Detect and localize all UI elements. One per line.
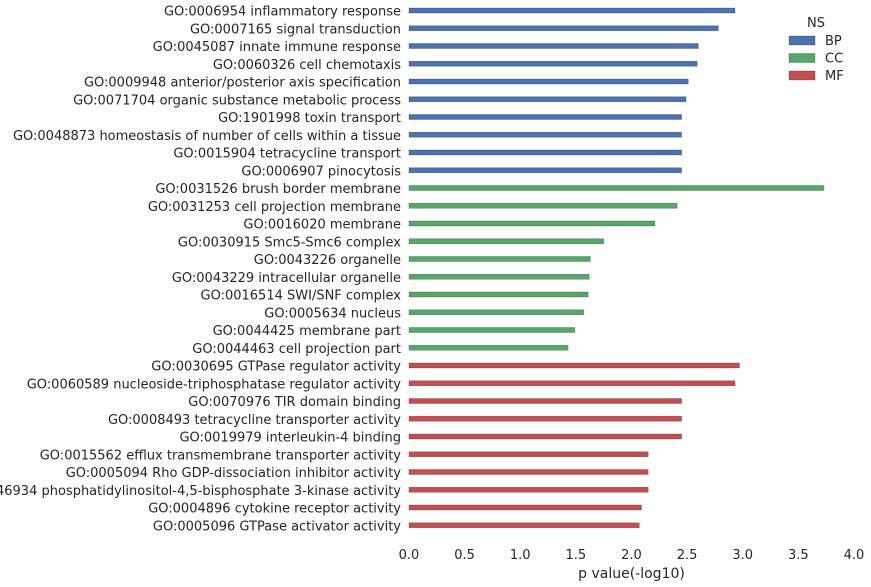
x-axis-ticks: 0.0 0.5 1.0 1.5 2.0 2.5 3.0 3.5 4.0 xyxy=(399,548,865,563)
x-tick-label: 1.0 xyxy=(510,548,531,563)
bar-cc xyxy=(408,256,591,262)
category-label: GO:0019979 interleukin-4 binding xyxy=(179,431,401,446)
category-label: GO:0005634 nucleus xyxy=(264,306,401,321)
bars-group xyxy=(408,7,825,529)
legend-label-mf: MF xyxy=(825,69,844,84)
bar-mf xyxy=(408,415,682,422)
x-tick-label: 3.5 xyxy=(788,548,809,563)
x-tick-label: 4.0 xyxy=(844,548,865,563)
bar-bp xyxy=(408,114,682,120)
bar-mf xyxy=(408,486,649,493)
bar-cc xyxy=(408,344,569,351)
x-tick-label: 0.0 xyxy=(399,548,420,563)
bar-cc xyxy=(408,273,590,280)
category-label: GO:0031526 brush border membrane xyxy=(155,182,401,197)
bar-mf xyxy=(408,469,649,475)
bar-bp xyxy=(408,7,736,14)
category-labels: GO:0006954 inflammatory response GO:00071… xyxy=(0,5,401,535)
bar-mf xyxy=(408,451,649,458)
bar-mf xyxy=(408,504,642,511)
category-label: GO:0005096 GTPase activator activity xyxy=(153,519,401,534)
category-label: GO:0006907 pinocytosis xyxy=(241,164,401,179)
legend-label-cc: CC xyxy=(825,52,843,67)
category-label: GO:0030695 GTPase regulator activity xyxy=(151,360,401,375)
category-label: GO:0048873 homeostasis of number of cell… xyxy=(13,129,401,144)
legend-title: NS xyxy=(807,16,825,31)
legend-swatch-bp xyxy=(788,35,816,46)
legend-label-bp: BP xyxy=(825,34,842,49)
bar-bp xyxy=(408,149,682,156)
category-label: GO:0008493 tetracycline transporter acti… xyxy=(108,413,401,428)
category-label: GO:0044425 membrane part xyxy=(213,324,401,339)
x-tick-label: 2.5 xyxy=(677,548,698,563)
category-label: GO:0043229 intracellular organelle xyxy=(172,271,401,286)
bar-cc xyxy=(408,291,589,298)
bar-mf xyxy=(408,522,640,529)
category-label: GO:0046934 phosphatidylinositol-4,5-bisp… xyxy=(0,484,401,499)
category-label: GO:0016514 SWI/SNF complex xyxy=(201,289,402,304)
bar-cc xyxy=(408,238,604,245)
x-axis-title: p value(-log10) xyxy=(578,566,685,582)
category-label: GO:0006954 inflammatory response xyxy=(164,5,401,20)
bar-cc xyxy=(408,327,576,333)
bar-mf xyxy=(408,380,736,387)
bar-bp xyxy=(408,43,699,49)
bar-bp xyxy=(408,131,682,138)
bar-bp xyxy=(408,78,689,85)
bar-mf xyxy=(408,433,682,440)
category-label: GO:0004896 cytokine receptor activity xyxy=(148,502,401,517)
x-tick-label: 0.5 xyxy=(454,548,475,563)
category-label: GO:0016020 membrane xyxy=(243,218,401,233)
category-label: GO:0015562 efflux transmembrane transpor… xyxy=(40,448,402,463)
bar-mf xyxy=(408,362,740,369)
bar-bp xyxy=(408,25,719,32)
x-tick-label: 2.0 xyxy=(621,548,642,563)
category-label: GO:0060589 nucleoside-triphosphatase reg… xyxy=(27,377,402,392)
category-label: GO:0007165 signal transduction xyxy=(190,22,401,37)
x-tick-label: 1.5 xyxy=(566,548,587,563)
category-label: GO:0043226 organelle xyxy=(254,253,401,268)
legend-swatch-cc xyxy=(788,53,816,63)
category-label: GO:0060326 cell chemotaxis xyxy=(213,58,401,73)
category-label: GO:0045087 innate immune response xyxy=(153,40,401,55)
bar-bp xyxy=(408,167,682,174)
bar-cc xyxy=(408,185,825,191)
category-label: GO:1901998 toxin transport xyxy=(218,111,401,126)
category-label: GO:0030915 Smc5-Smc6 complex xyxy=(178,235,401,250)
bar-cc xyxy=(408,202,678,209)
legend-swatch-mf xyxy=(788,70,816,81)
category-label: GO:0009948 anterior/posterior axis speci… xyxy=(84,76,401,91)
category-label: GO:0070976 TIR domain binding xyxy=(188,395,401,410)
x-tick-label: 3.0 xyxy=(732,548,753,563)
bar-bp xyxy=(408,60,698,67)
bar-cc xyxy=(408,220,656,227)
category-label: GO:0005094 Rho GDP-dissociation inhibito… xyxy=(66,466,402,481)
bar-cc xyxy=(408,309,584,316)
bar-mf xyxy=(408,398,682,404)
category-label: GO:0044463 cell projection part xyxy=(192,342,401,357)
category-label: GO:0071704 organic substance metabolic p… xyxy=(73,93,401,108)
category-label: GO:0031253 cell projection membrane xyxy=(148,200,401,215)
category-label: GO:0015904 tetracycline transport xyxy=(173,147,401,162)
bar-bp xyxy=(408,96,687,103)
